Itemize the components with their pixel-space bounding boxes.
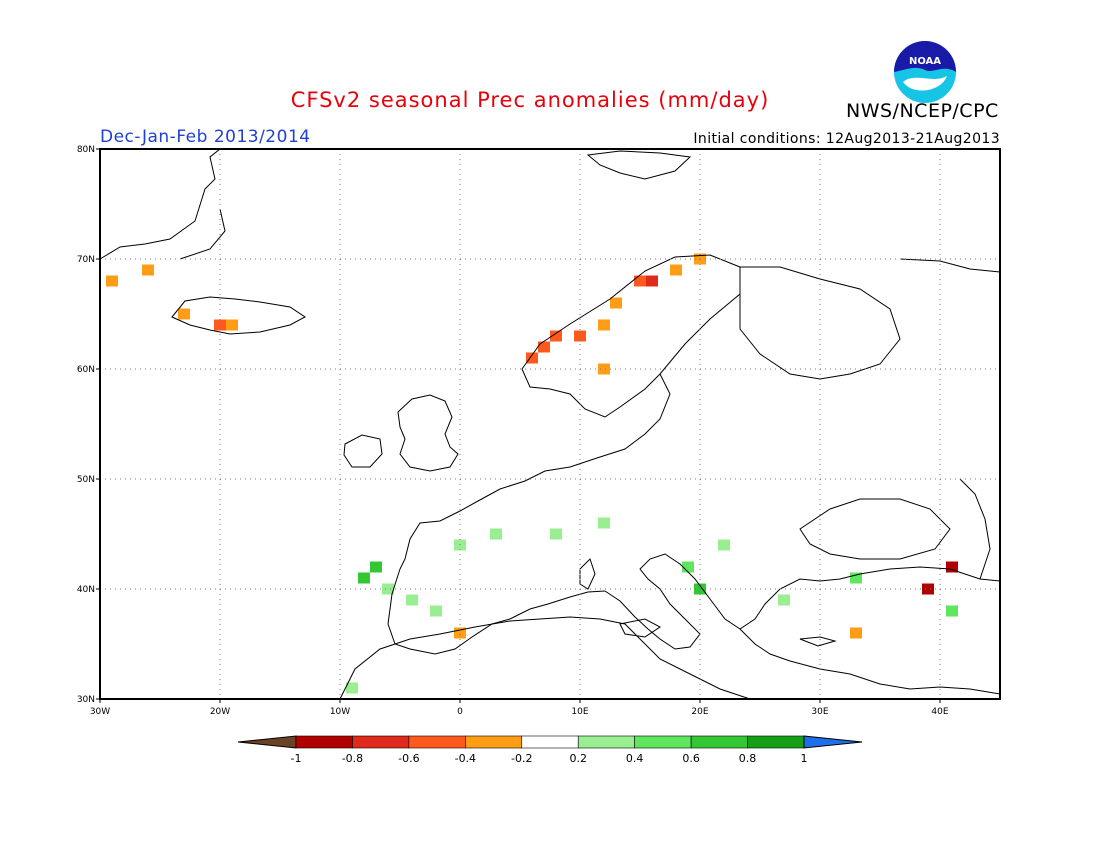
y-axis-ticks: 30N 40N 50N 60N 70N 80N [77,145,100,705]
anomaly-cell [526,352,538,364]
x-tick-label: 20E [691,707,708,717]
anomaly-cells [106,253,958,694]
noaa-logo-text: NOAA [909,56,941,67]
x-tick-label: 40E [931,707,948,717]
colorbar-label: 0.8 [739,752,757,765]
anomaly-cell [406,594,418,606]
map-background [100,149,1000,699]
y-tick-label: 40N [77,585,95,595]
x-tick-label: 10W [330,707,350,717]
x-tick-label: 0 [457,707,463,717]
anomaly-cell [382,583,394,595]
x-tick-label: 30W [90,707,110,717]
anomaly-cell [598,319,610,331]
anomaly-cell [946,605,958,617]
anomaly-cell [718,539,730,551]
colorbar-high-extension [803,735,862,749]
anomaly-cell [346,682,358,694]
anomaly-cell [574,330,586,342]
colorbar-legend: -1 -0.8 -0.6 -0.4 -0.2 0.2 0.4 0.6 0.8 1 [238,735,862,765]
anomaly-cell [550,330,562,342]
noaa-logo: NOAA [893,40,957,104]
colorbar-segment [634,735,692,749]
anomaly-cell [550,528,562,540]
anomaly-cell [358,572,370,584]
map-border [99,148,1001,700]
anomaly-cell [670,264,682,276]
map-gridlines [100,149,1000,699]
anomaly-cell [226,319,238,331]
anomaly-cell [430,605,442,617]
colorbar-low-extension [238,735,297,749]
colorbar-segment [747,735,805,749]
coastlines [99,148,1001,700]
colorbar-segment [577,735,635,749]
anomaly-cell [490,528,502,540]
anomaly-cell [922,583,934,595]
anomaly-cell [646,275,658,287]
colorbar-segment [408,735,466,749]
anomaly-cell [598,363,610,375]
anomaly-cell [850,572,862,584]
anomaly-cell [106,275,118,287]
colorbar-segment [521,735,579,749]
y-tick-label: 50N [77,475,95,485]
anomaly-cell [682,561,694,573]
anomaly-cell [538,341,550,353]
colorbar-label: -0.6 [398,752,419,765]
y-tick-label: 60N [77,365,95,375]
x-tick-label: 10E [571,707,588,717]
x-axis-ticks: 30W 20W 10W 0 10E 20E 30E 40E [90,699,949,717]
colorbar-segment [352,735,410,749]
anomaly-cell [142,264,154,276]
colorbar-label: -1 [291,752,302,765]
anomaly-cell [454,627,466,639]
anomaly-cell [778,594,790,606]
anomaly-cell [634,275,646,287]
colorbar-segment [690,735,748,749]
anomaly-cell [946,561,958,573]
x-tick-label: 30E [811,707,828,717]
colorbar-label: 0.6 [682,752,700,765]
anomaly-cell [178,308,190,320]
season-label: Dec-Jan-Feb 2013/2014 [100,127,311,147]
chart-title: CFSv2 seasonal Prec anomalies (mm/day) [290,88,770,112]
anomaly-cell [850,627,862,639]
colorbar-label: 1 [801,752,808,765]
colorbar-label: 0.4 [626,752,644,765]
colorbar-label: -0.2 [511,752,532,765]
colorbar-segment [465,735,523,749]
y-tick-label: 30N [77,695,95,705]
colorbar-label: -0.4 [455,752,476,765]
anomaly-cell [598,517,610,529]
anomaly-cell [370,561,382,573]
colorbar-segment [295,735,353,749]
colorbar-label: -0.8 [342,752,363,765]
x-tick-label: 20W [210,707,230,717]
initial-conditions-label: Initial conditions: 12Aug2013-21Aug2013 [693,131,1000,147]
map-plot: 30W 20W 10W 0 10E 20E 30E 40E 30N 40N 50N 60N 70N 80… [77,145,1001,717]
anomaly-cell [610,297,622,309]
agency-label: NWS/NCEP/CPC [846,100,999,122]
y-tick-label: 80N [77,145,95,155]
y-tick-label: 70N [77,255,95,265]
colorbar-label: 0.2 [569,752,587,765]
